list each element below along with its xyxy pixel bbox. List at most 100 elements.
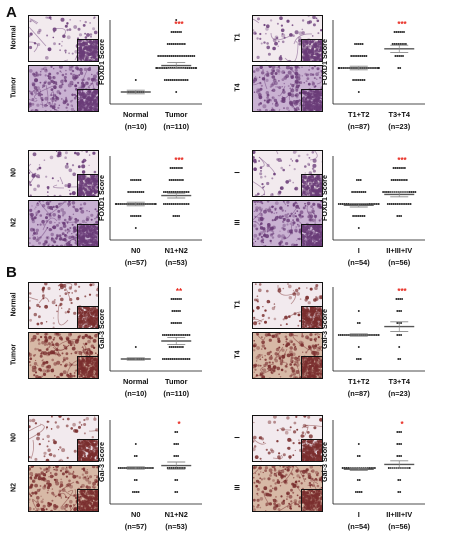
data-point	[175, 455, 178, 457]
data-point	[405, 179, 408, 181]
data-point	[176, 467, 179, 469]
data-point	[397, 358, 400, 360]
micrograph-normal	[28, 15, 99, 62]
data-point	[377, 203, 380, 205]
data-point	[338, 67, 341, 69]
data-point	[181, 346, 184, 348]
micrograph-t1	[252, 282, 323, 329]
data-point	[170, 298, 173, 300]
data-point	[176, 479, 179, 481]
data-point	[400, 455, 403, 457]
data-point	[178, 31, 181, 33]
data-point	[179, 79, 181, 81]
data-point	[174, 43, 177, 45]
data-point	[129, 191, 132, 193]
row-label: Tumor	[10, 76, 18, 98]
data-point	[355, 79, 358, 81]
data-point	[172, 298, 175, 300]
data-point	[399, 31, 402, 33]
data-point	[359, 43, 362, 45]
data-point	[159, 55, 162, 57]
data-point	[175, 310, 178, 312]
data-point	[177, 334, 180, 336]
data-point	[401, 298, 404, 300]
data-point	[394, 55, 397, 57]
data-point	[368, 203, 371, 205]
data-point	[399, 358, 402, 360]
data-point	[400, 179, 403, 181]
data-point	[373, 334, 376, 336]
data-point	[179, 358, 181, 360]
significance-stars: ***	[397, 156, 407, 165]
data-point	[352, 79, 355, 81]
group-n: (n=110)	[163, 389, 189, 398]
data-point	[397, 67, 400, 69]
data-point	[179, 334, 181, 336]
micrograph-i	[252, 150, 323, 197]
data-point	[181, 467, 184, 469]
magnified-inset	[77, 224, 98, 246]
data-point	[359, 79, 362, 81]
data-point	[170, 43, 173, 45]
data-point	[166, 55, 169, 57]
data-point	[188, 334, 191, 336]
data-point	[377, 334, 380, 336]
data-point	[400, 310, 403, 312]
data-point	[375, 203, 378, 205]
data-point	[163, 334, 166, 336]
tissue-texture	[302, 175, 322, 196]
data-point	[174, 479, 177, 481]
micrograph-tumor	[28, 332, 99, 379]
data-point	[357, 55, 360, 57]
data-point	[400, 322, 403, 324]
tissue-texture	[78, 40, 98, 61]
data-point	[178, 467, 181, 469]
micrograph-n2	[28, 200, 99, 247]
tissue-texture	[29, 201, 98, 246]
data-point	[359, 358, 362, 360]
row-label: III	[234, 219, 242, 225]
group-label: Tumor	[165, 110, 188, 119]
data-point	[168, 346, 171, 348]
data-point	[357, 310, 360, 312]
data-point	[166, 43, 169, 45]
data-point	[357, 79, 360, 81]
data-point	[170, 55, 173, 57]
data-point	[180, 191, 182, 193]
group-n: (n=87)	[348, 122, 371, 131]
data-point	[412, 191, 415, 193]
data-point	[352, 215, 355, 217]
data-point	[400, 215, 403, 217]
data-point	[370, 203, 373, 205]
data-point	[402, 55, 404, 57]
data-point	[362, 191, 365, 193]
data-point	[399, 479, 402, 481]
data-point	[176, 346, 179, 348]
data-point	[175, 19, 178, 21]
data-point	[347, 467, 350, 469]
data-point	[397, 43, 400, 45]
data-point	[398, 455, 401, 457]
data-point	[176, 179, 179, 181]
data-point	[142, 191, 145, 193]
data-point	[178, 322, 181, 324]
row-label: N0	[10, 167, 18, 177]
data-point	[400, 203, 403, 205]
group-n: (n=57)	[125, 258, 148, 267]
data-point	[178, 55, 181, 57]
data-point	[396, 55, 399, 57]
data-point	[168, 43, 171, 45]
data-point	[135, 215, 138, 217]
data-point	[395, 298, 398, 300]
data-point	[393, 31, 396, 33]
data-point	[361, 215, 364, 217]
data-point	[360, 191, 363, 193]
data-point	[161, 334, 164, 336]
data-point	[130, 215, 132, 217]
data-point	[408, 467, 411, 469]
data-point	[368, 467, 371, 469]
tissue-texture	[78, 307, 98, 328]
data-point	[177, 310, 180, 312]
data-point	[409, 203, 412, 205]
data-point	[352, 55, 355, 57]
